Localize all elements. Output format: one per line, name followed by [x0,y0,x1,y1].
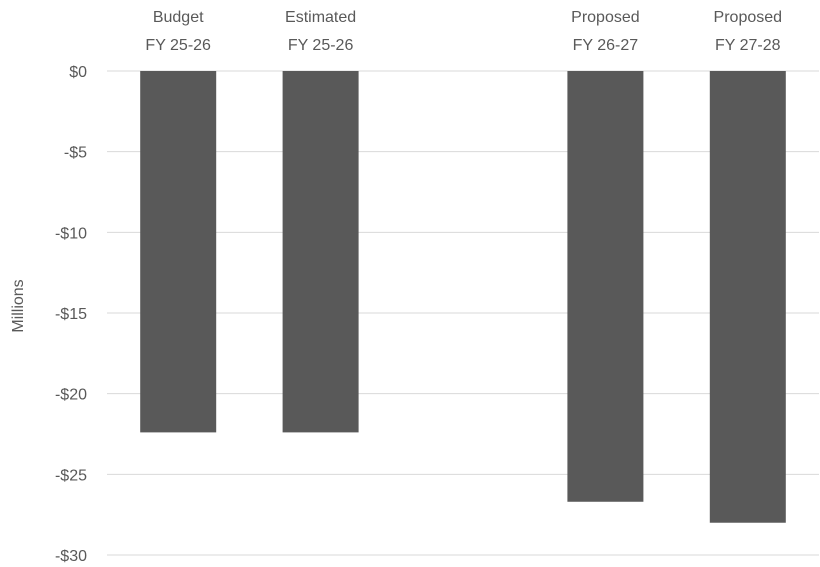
category-label-line-2: FY 25-26 [145,37,211,54]
category-label: Proposed FY 26-27 [571,9,640,54]
y-tick-label: -$15 [55,306,87,323]
category-label-line-1: Budget [153,9,204,26]
category-label-line-2: FY 27-28 [715,37,781,54]
category-label-line-2: FY 26-27 [573,37,639,54]
bar [709,71,786,523]
y-tick-label: $0 [69,64,87,81]
y-tick-label: -$30 [55,548,87,565]
bar [140,71,217,433]
y-tick-label: -$5 [64,145,87,162]
y-axis-title: Millions [10,279,27,332]
category-label-line-1: Proposed [714,9,783,26]
y-tick-label: -$25 [55,467,87,484]
category-label-line-1: Estimated [285,9,356,26]
category-labels: Budget FY 25-26 Estimated FY 25-26 Proposed F… [145,9,782,54]
y-tick-label: -$20 [55,387,87,404]
bars [140,71,786,523]
bar [567,71,644,502]
category-label: Budget FY 25-26 [145,9,211,54]
gridlines [107,70,819,556]
category-label-line-2: FY 25-26 [288,37,354,54]
category-label: Estimated FY 25-26 [285,9,356,54]
bar [282,71,359,433]
category-label: Proposed FY 27-28 [714,9,783,54]
y-axis-tick-labels: $0 -$5 -$10 -$15 -$20 -$25 -$30 [55,64,87,565]
y-tick-label: -$10 [55,225,87,242]
category-label-line-1: Proposed [571,9,640,26]
